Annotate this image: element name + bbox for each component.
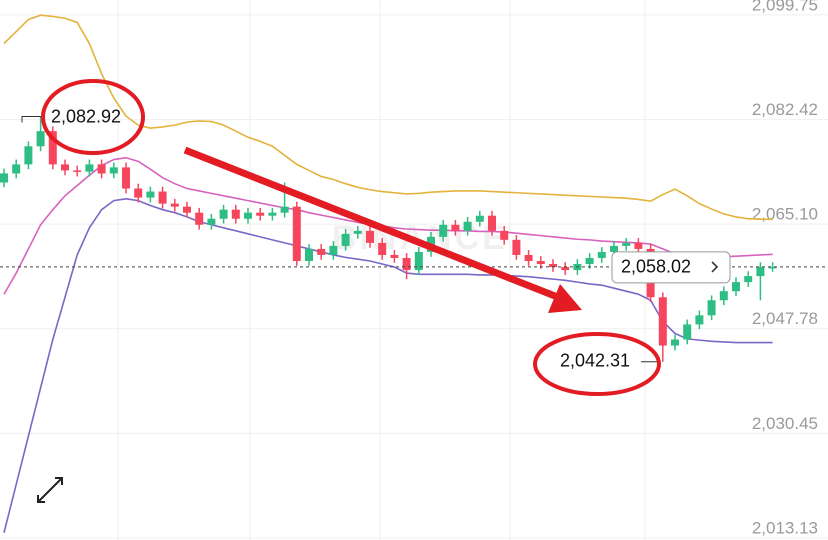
candle-body: [439, 224, 448, 237]
trend-arrow: [183, 146, 562, 302]
candle-body: [292, 206, 301, 262]
candle-body: [756, 267, 765, 277]
candle-body: [146, 191, 155, 198]
candle-body: [183, 206, 191, 213]
candle-body: [695, 315, 704, 325]
candle-body: [610, 245, 618, 252]
candle-body: [597, 251, 606, 258]
candle-body: [195, 212, 204, 225]
candle-body: [585, 257, 594, 265]
candle-body: [280, 206, 289, 213]
current-price-label: 2,058.02: [621, 257, 691, 277]
annotations: [41, 79, 661, 396]
y-tick-label: 2,030.45: [752, 414, 818, 433]
band-line: [3, 197, 773, 533]
candle-body: [390, 254, 399, 258]
y-tick-label: 2,082.42: [752, 100, 818, 119]
candle-body: [500, 230, 509, 240]
candle-body: [109, 167, 118, 174]
candle-body: [85, 164, 94, 172]
y-tick-label: 2,013.13: [752, 518, 818, 537]
candle-body: [488, 215, 496, 231]
candle-body: [658, 297, 667, 346]
y-tick-label: 2,047.78: [752, 309, 818, 328]
candle-body: [207, 218, 216, 225]
candle-body: [170, 203, 179, 207]
candle-body: [463, 221, 472, 231]
candle-body: [768, 266, 777, 269]
candle-body: [268, 212, 277, 216]
high-leader: [21, 116, 45, 123]
candle-body: [219, 209, 228, 219]
y-tick-label: 2,099.75: [752, 0, 818, 14]
candle-body: [536, 261, 545, 265]
expand-icon[interactable]: [28, 468, 72, 512]
chevron: [711, 261, 719, 273]
candle-body: [341, 233, 350, 246]
candle-body: [451, 224, 460, 231]
candle-body: [366, 230, 374, 243]
candle-body: [12, 164, 21, 174]
candle-body: [73, 170, 82, 172]
candle-body: [524, 254, 533, 262]
candle-body: [414, 251, 423, 271]
candle-body: [158, 191, 167, 204]
candle-body: [329, 245, 338, 255]
candle-body: [732, 282, 740, 292]
candle-body: [378, 242, 387, 255]
candle-body: [353, 230, 362, 234]
low-label: 2,042.31: [560, 351, 630, 371]
candle-body: [61, 164, 69, 171]
candle-body: [244, 212, 252, 219]
candle-body: [122, 167, 130, 189]
candles: [0, 116, 777, 362]
y-tick-label: 2,065.10: [752, 205, 818, 224]
arrow-head: [548, 284, 582, 313]
band-line: [3, 14, 773, 221]
candle-body: [561, 267, 570, 271]
candle-body: [48, 131, 57, 165]
candle-body: [24, 146, 33, 165]
candle-body: [671, 339, 679, 346]
candle-body: [256, 212, 265, 216]
candle-body: [744, 276, 753, 283]
candle-body: [549, 264, 557, 268]
high-circle: [41, 79, 145, 155]
candle-body: [475, 215, 484, 222]
candle-body: [622, 242, 631, 246]
candle-body: [305, 248, 313, 262]
candle-body: [231, 209, 240, 219]
candle-body: [512, 239, 521, 255]
candle-body: [0, 173, 8, 183]
high-label: 2,082.92: [51, 106, 121, 126]
candle-body: [402, 257, 411, 271]
candle-body: [707, 300, 716, 316]
overlay: 2,058.02 2,082.92 2,042.31: [0, 106, 828, 371]
candle-body: [134, 188, 143, 198]
candle-body: [97, 164, 106, 174]
candle-body: [317, 248, 326, 255]
low-circle: [533, 332, 661, 396]
current-price-box: [611, 251, 731, 284]
candle-body: [634, 242, 643, 249]
candle-body: [719, 291, 728, 301]
candle-body: [36, 131, 45, 147]
candle-body: [683, 324, 692, 340]
